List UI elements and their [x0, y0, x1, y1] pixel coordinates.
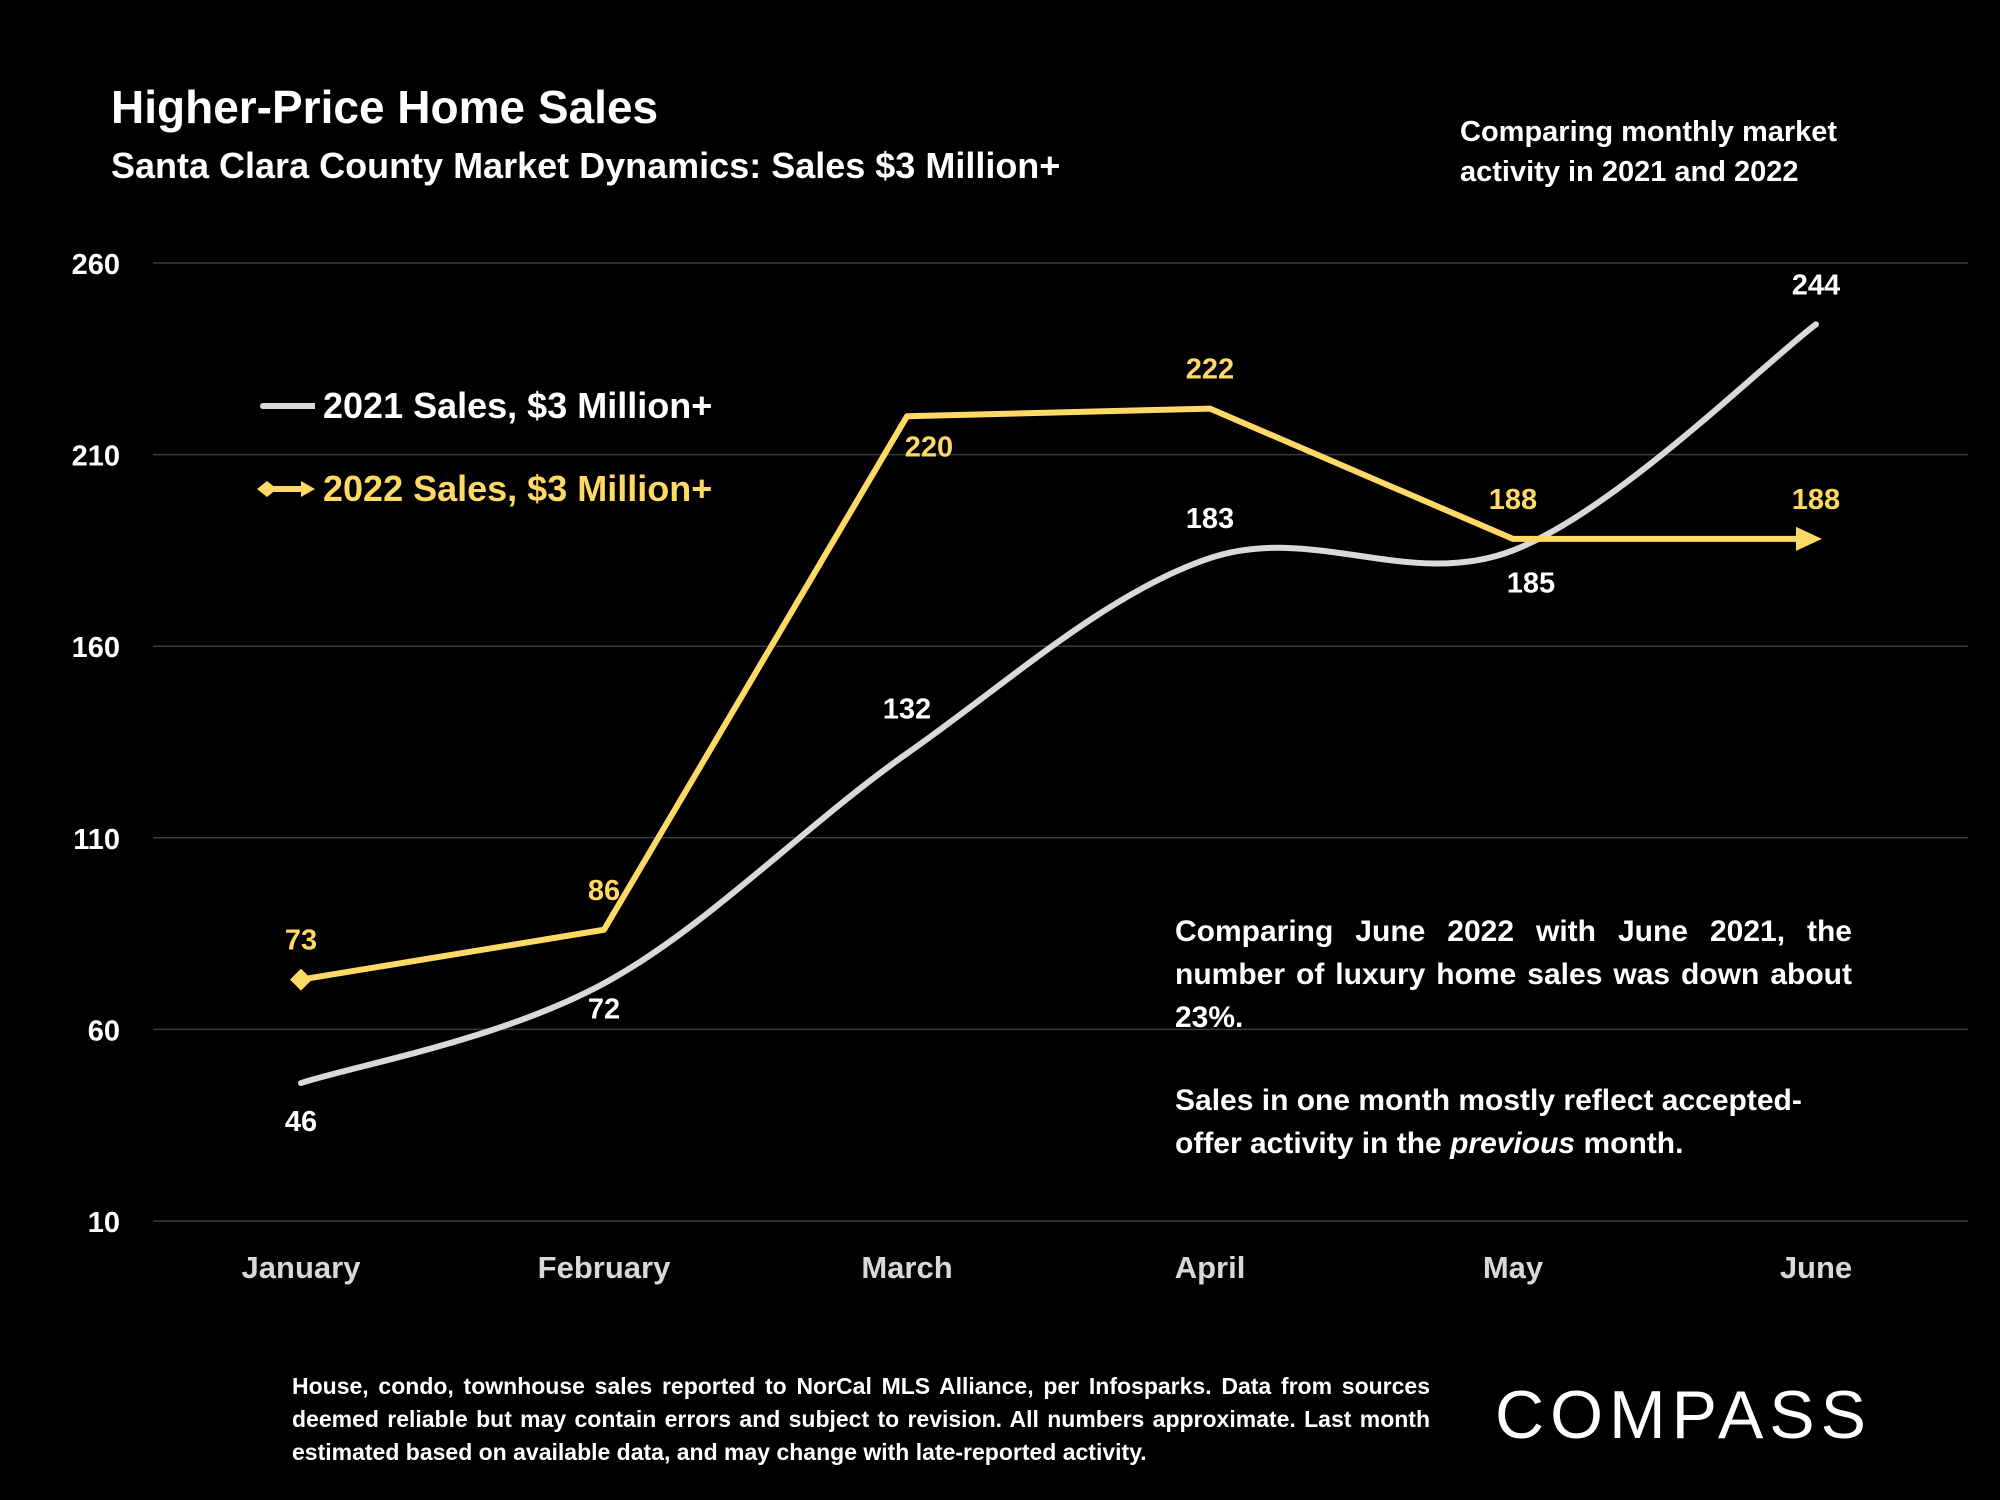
series-marker-2022-end [1796, 526, 1822, 551]
legend-item-2022: 2022 Sales, $3 Million+ [255, 468, 712, 510]
data-label-2021-january: 46 [285, 1106, 317, 1138]
series-line-2021 [298, 321, 1819, 1087]
x-tick-label-june: June [1780, 1250, 1852, 1285]
side-note: Comparing monthly market activity in 202… [1460, 116, 1838, 188]
annotation-text-2-pre: Sales in one month mostly reflect accept… [1175, 1084, 1802, 1160]
y-tick-label-10: 10 [88, 1207, 120, 1239]
data-label-2021-june: 244 [1792, 269, 1840, 301]
annotation-text-2: Sales in one month mostly reflect accept… [1175, 1079, 1852, 1165]
annotation-emphasis: previous [1450, 1127, 1576, 1160]
y-tick-label-110: 110 [73, 824, 120, 856]
data-label-2021-march: 132 [883, 693, 931, 725]
data-label-2022-april: 222 [1186, 354, 1234, 386]
x-tick-label-april: April [1175, 1250, 1246, 1285]
data-label-2022-january: 73 [285, 925, 317, 957]
y-tick-label-210: 210 [72, 441, 120, 473]
chart-title: Higher-Price Home Sales [111, 81, 659, 133]
data-label-2022-february: 86 [588, 875, 620, 907]
y-tick-label-260: 260 [72, 249, 120, 281]
annotation-text-2-post: month. [1575, 1127, 1684, 1160]
compass-logo-mark: COMPASS [1495, 1377, 1872, 1453]
y-tick-label-60: 60 [88, 1015, 120, 1047]
series-line-2022 [300, 405, 1804, 983]
y-tick-label-160: 160 [72, 632, 120, 664]
source-footnote: House, condo, townhouse sales reported t… [292, 1373, 1430, 1465]
legend-label-2021: 2021 Sales, $3 Million+ [323, 385, 713, 426]
data-label-2022-march: 220 [905, 431, 953, 463]
data-label-2021-february: 72 [588, 993, 620, 1025]
series-marker-2022-start [290, 968, 312, 991]
legend-swatch-2022 [257, 481, 315, 497]
x-tick-label-february: February [538, 1250, 671, 1285]
data-label-2022-may: 188 [1489, 484, 1537, 516]
data-label-2021-april: 183 [1186, 503, 1234, 535]
x-tick-label-may: May [1483, 1250, 1544, 1285]
legend-label-2022: 2022 Sales, $3 Million+ [323, 468, 713, 509]
legend-swatch-2021 [260, 403, 315, 409]
compass-logo: COMPASS [1495, 1377, 1915, 1466]
legend-item-2021: 2021 Sales, $3 Million+ [255, 385, 712, 427]
compass-logo-text: COMPASS [1495, 1380, 1872, 1450]
data-label-2021-may: 185 [1507, 567, 1555, 599]
chart-annotation: Comparing June 2022 with June 2021, the … [1175, 910, 1852, 1165]
line-chart: 10 60 110 160 210 260 January February March Apri… [72, 249, 1968, 1285]
annotation-text-1: Comparing June 2022 with June 2021, the … [1175, 915, 1852, 1034]
data-label-2022-june: 188 [1792, 484, 1840, 516]
x-tick-label-january: January [242, 1250, 362, 1285]
chart-subtitle: Santa Clara County Market Dynamics: Sale… [111, 145, 1061, 186]
x-tick-label-march: March [861, 1250, 952, 1285]
